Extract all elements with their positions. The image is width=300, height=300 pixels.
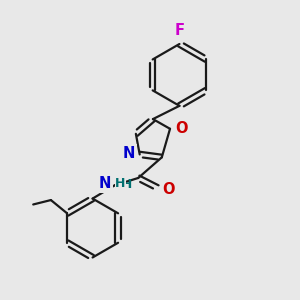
Text: O: O	[175, 121, 188, 136]
Text: N: N	[99, 176, 111, 191]
Text: N: N	[123, 146, 135, 161]
Text: O: O	[163, 182, 175, 197]
Text: N: N	[99, 177, 112, 192]
Text: H: H	[115, 177, 126, 190]
Text: O: O	[163, 182, 175, 197]
Text: O: O	[175, 121, 188, 136]
Text: F: F	[175, 22, 185, 38]
Text: H: H	[112, 178, 132, 191]
Text: F: F	[175, 22, 185, 38]
Text: N: N	[123, 146, 135, 161]
